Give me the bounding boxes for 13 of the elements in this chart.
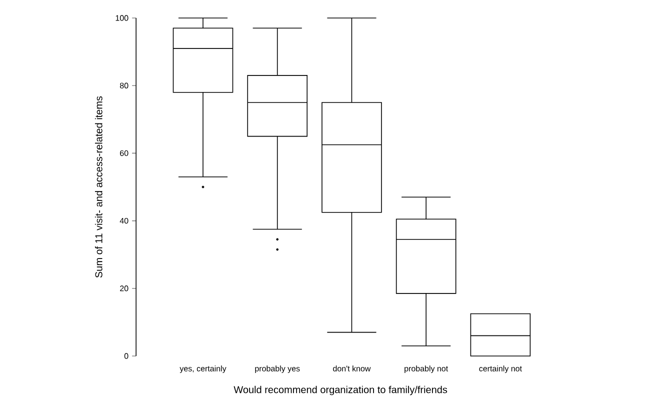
x-tick-label: certainly not [479,366,522,373]
x-tick-label: probably not [404,366,448,373]
y-axis-title: Sum of 11 visit- and access-related items [94,96,102,278]
x-tick-label: don't know [333,366,371,372]
y-tick-label: 40 [120,218,128,224]
y-tick-label: 20 [120,286,128,292]
y-tick-label: 0 [124,353,128,359]
y-tick-label: 100 [116,15,128,21]
x-tick-label: probably yes [255,366,300,373]
x-tick-label: yes, certainly [180,366,226,373]
y-tick-label: 80 [120,82,128,88]
y-tick-label: 60 [120,150,128,156]
x-axis-title: Would recommend organization to family/friends [234,386,448,396]
